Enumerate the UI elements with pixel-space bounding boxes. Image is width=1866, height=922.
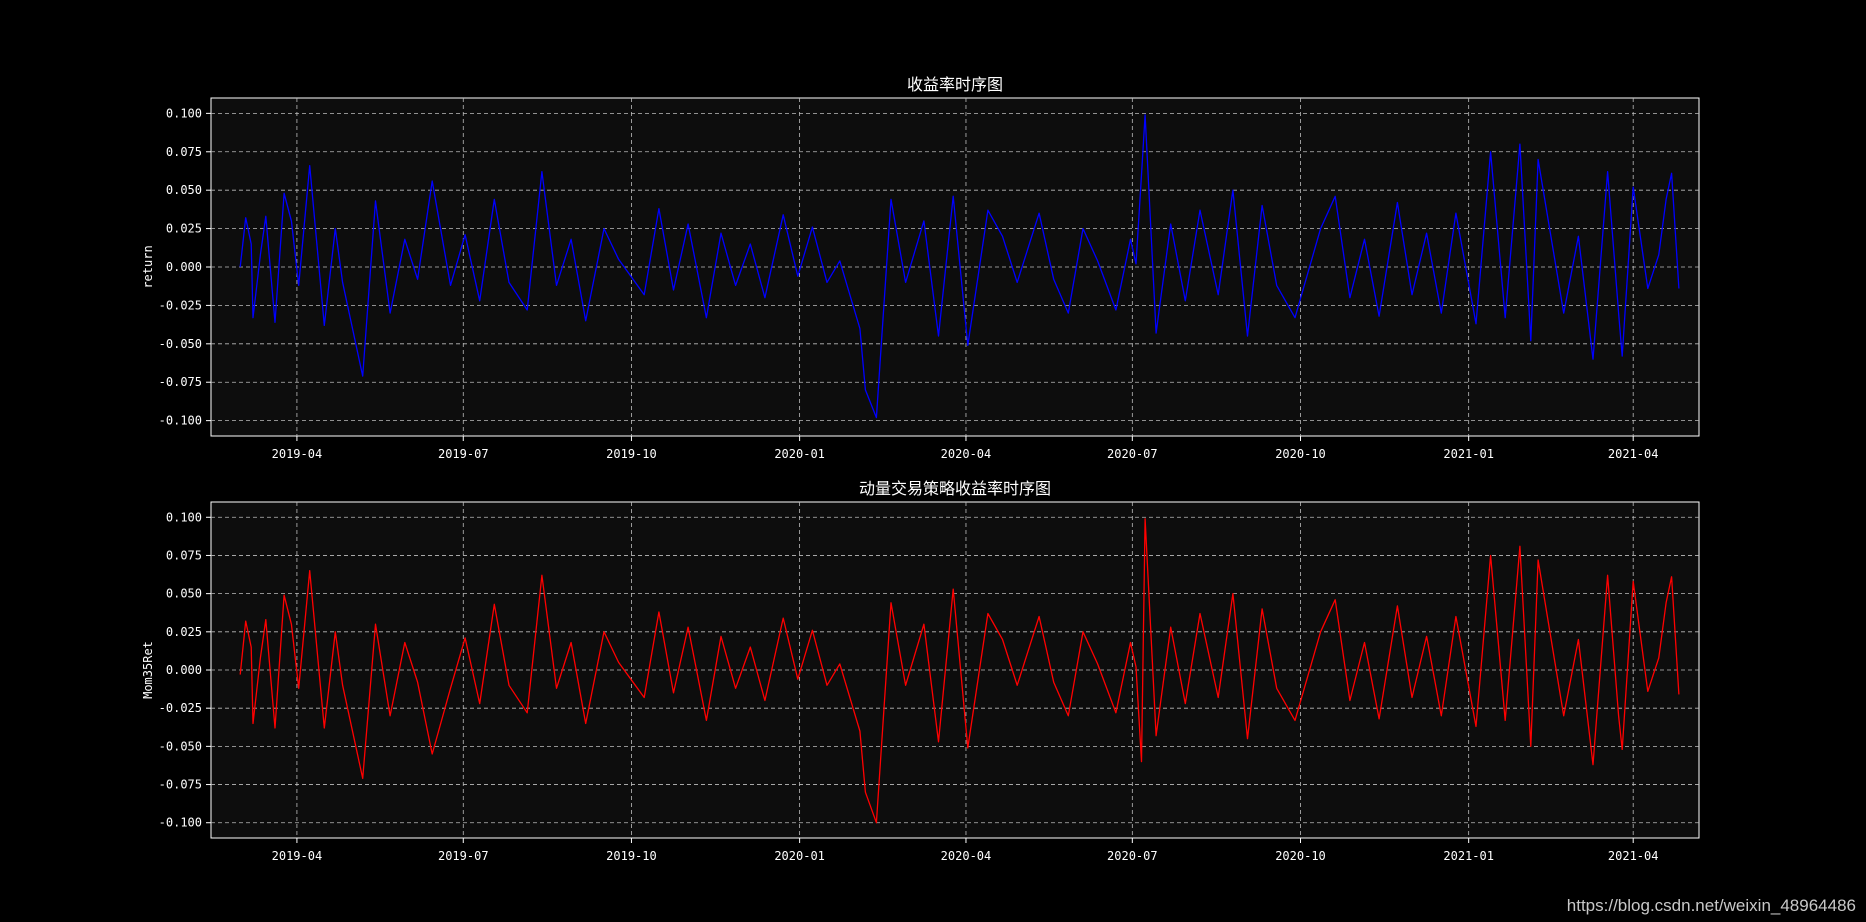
y-tick-label: -0.100 bbox=[159, 414, 202, 428]
x-tick-label: 2021-01 bbox=[1443, 849, 1494, 863]
chart-title: 收益率时序图 bbox=[907, 75, 1003, 94]
x-tick-label: 2020-07 bbox=[1107, 849, 1158, 863]
y-tick-label: -0.075 bbox=[159, 375, 202, 389]
y-tick-label: 0.075 bbox=[166, 145, 202, 159]
y-tick-label: 0.075 bbox=[166, 548, 202, 562]
x-tick-label: 2020-04 bbox=[941, 849, 992, 863]
y-tick-label: 0.025 bbox=[166, 625, 202, 639]
x-tick-label: 2019-07 bbox=[438, 849, 489, 863]
y-axis-label: return bbox=[141, 245, 155, 288]
x-tick-label: 2021-04 bbox=[1608, 447, 1659, 461]
y-axis-label: Mom35Ret bbox=[141, 641, 155, 699]
x-tick-label: 2020-10 bbox=[1275, 447, 1326, 461]
y-ticks: 0.100 0.075 0.050 0.025 0.000 -0.025 -0.050 -0.… bbox=[159, 510, 211, 830]
y-tick-label: 0.100 bbox=[166, 510, 202, 524]
x-tick-label: 2020-10 bbox=[1275, 849, 1326, 863]
x-tick-label: 2019-07 bbox=[438, 447, 489, 461]
x-tick-label: 2021-04 bbox=[1608, 849, 1659, 863]
x-tick-label: 2020-07 bbox=[1107, 447, 1158, 461]
x-ticks: 2019-04 2019-07 2019-10 2020-01 2020-04 2020-… bbox=[272, 838, 1659, 863]
x-tick-label: 2020-01 bbox=[774, 849, 825, 863]
subplot-return: 0.100 0.075 0.050 0.025 0.000 -0.025 -0.050 -0.… bbox=[141, 75, 1700, 461]
watermark-text: https://blog.csdn.net/weixin_48964486 bbox=[1566, 896, 1856, 915]
chart-title: 动量交易策略收益率时序图 bbox=[859, 479, 1051, 498]
series-group bbox=[239, 518, 1680, 824]
y-tick-label: -0.100 bbox=[159, 816, 202, 830]
x-tick-label: 2019-10 bbox=[606, 849, 657, 863]
y-tick-label: -0.025 bbox=[159, 298, 202, 312]
x-tick-label: 2019-10 bbox=[606, 447, 657, 461]
x-tick-label: 2021-01 bbox=[1443, 447, 1494, 461]
grid bbox=[211, 502, 1699, 838]
y-tick-label: 0.050 bbox=[166, 587, 202, 601]
x-ticks: 2019-04 2019-07 2019-10 2020-01 2020-04 2020-… bbox=[272, 436, 1659, 461]
x-tick-label: 2019-04 bbox=[272, 849, 323, 863]
y-tick-label: 0.000 bbox=[166, 663, 202, 677]
y-tick-label: 0.000 bbox=[166, 260, 202, 274]
y-tick-label: -0.050 bbox=[159, 337, 202, 351]
x-tick-label: 2019-04 bbox=[272, 447, 323, 461]
y-tick-label: 0.050 bbox=[166, 183, 202, 197]
y-tick-label: -0.025 bbox=[159, 701, 202, 715]
y-tick-label: -0.050 bbox=[159, 739, 202, 753]
subplot-mom35ret: 0.100 0.075 0.050 0.025 0.000 -0.025 -0.050 -0.… bbox=[141, 479, 1700, 863]
x-tick-label: 2020-04 bbox=[941, 447, 992, 461]
x-tick-label: 2020-01 bbox=[774, 447, 825, 461]
y-tick-label: -0.075 bbox=[159, 778, 202, 792]
y-tick-label: 0.100 bbox=[166, 106, 202, 120]
series-line bbox=[239, 114, 1680, 419]
y-ticks: 0.100 0.075 0.050 0.025 0.000 -0.025 -0.050 -0.… bbox=[159, 106, 211, 428]
y-tick-label: 0.025 bbox=[166, 222, 202, 236]
series-group bbox=[239, 114, 1680, 419]
series-line bbox=[239, 518, 1680, 824]
